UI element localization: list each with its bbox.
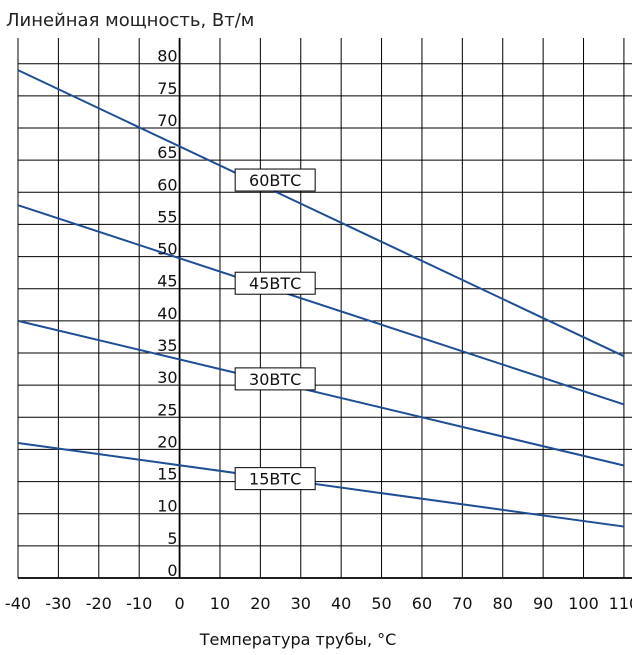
series-line xyxy=(17,442,625,528)
y-tick-label: 60 xyxy=(157,175,177,194)
series-label: 15ВТС xyxy=(234,467,316,491)
x-tick-label: 90 xyxy=(533,594,553,613)
series-line xyxy=(17,204,625,406)
y-tick-label: 5 xyxy=(167,529,177,548)
y-tick-label: 15 xyxy=(157,465,177,484)
y-tick-label: 45 xyxy=(157,272,177,291)
series-line xyxy=(17,69,625,358)
y-tick-label: 10 xyxy=(157,497,177,516)
series-lines xyxy=(17,69,625,528)
series-label-box xyxy=(234,168,316,192)
x-tick-label: 50 xyxy=(371,594,391,613)
x-tick-label: 30 xyxy=(291,594,311,613)
series-line xyxy=(17,319,625,467)
x-tick-label: 40 xyxy=(331,594,351,613)
y-tick-label: 55 xyxy=(157,207,177,226)
y-tick-label: 40 xyxy=(157,304,177,323)
y-tick-label: 75 xyxy=(157,79,177,98)
series-label-text: 15ВТС xyxy=(249,470,301,489)
x-tick-label: 0 xyxy=(174,594,184,613)
x-tick-label: 10 xyxy=(210,594,230,613)
y-tick-label: 25 xyxy=(157,400,177,419)
x-tick-label: 60 xyxy=(412,594,432,613)
series-label-box xyxy=(234,271,316,295)
x-tick-label: -10 xyxy=(126,594,152,613)
x-tick-label: -20 xyxy=(86,594,112,613)
y-tick-label: 0 xyxy=(167,561,177,580)
series-label-text: 30ВТС xyxy=(249,370,301,389)
x-tick-label: 20 xyxy=(250,594,270,613)
chart-title: Линейная мощность, Вт/м xyxy=(6,10,254,31)
x-tick-label: 70 xyxy=(452,594,472,613)
series-labels: 60ВТС 45ВТС 30ВТС 15ВТС xyxy=(234,168,316,491)
y-tick-label: 80 xyxy=(157,47,177,66)
y-tick-label: 70 xyxy=(157,111,177,130)
series-label-box xyxy=(234,467,316,491)
x-tick-label: 80 xyxy=(493,594,513,613)
series-label: 60ВТС xyxy=(234,168,316,192)
y-tick-label: 20 xyxy=(157,432,177,451)
series-label-text: 45ВТС xyxy=(249,274,301,293)
y-tick-label: 30 xyxy=(157,368,177,387)
x-axis-label: Температура трубы, °C xyxy=(199,630,397,649)
y-tick-label: 50 xyxy=(157,240,177,259)
y-axis-ticks: 0 5 10 15 20 25 30 35 40 45 50 55 60 65 70 75 80 xyxy=(157,47,177,580)
grid xyxy=(17,38,632,579)
x-tick-label: -40 xyxy=(5,594,31,613)
x-tick-label: 110 xyxy=(609,594,632,613)
series-label-text: 60ВТС xyxy=(249,171,301,190)
x-tick-label: 100 xyxy=(568,594,599,613)
series-label: 45ВТС xyxy=(234,271,316,295)
series-label-box xyxy=(234,367,316,391)
x-axis-ticks: -40 -30 -20 -10 0 10 20 30 40 50 60 70 80 90 100 110 xyxy=(5,594,632,613)
y-tick-label: 35 xyxy=(157,336,177,355)
series-label: 30ВТС xyxy=(234,367,316,391)
x-tick-label: -30 xyxy=(45,594,71,613)
y-tick-label: 65 xyxy=(157,143,177,162)
